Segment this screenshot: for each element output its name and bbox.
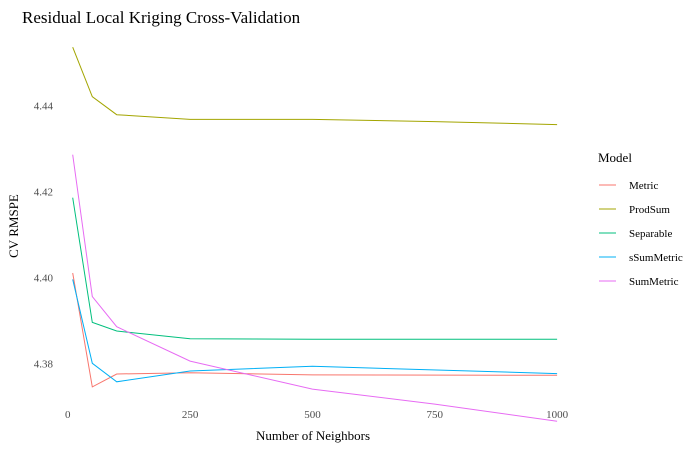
legend-label-summetric: SumMetric — [629, 276, 679, 288]
legend-label-separable: Separable — [629, 228, 672, 240]
legend-title: Model — [598, 150, 632, 165]
x-tick-label: 250 — [182, 409, 199, 421]
legend-label-prodsum: ProdSum — [629, 204, 670, 216]
x-tick-label: 0 — [65, 409, 71, 421]
series-line-prodsum — [72, 47, 558, 126]
x-ticks: 0 250 500 750 1000 — [65, 409, 569, 421]
chart-title: Residual Local Kriging Cross-Validation — [22, 8, 301, 27]
legend-label-ssummetric: sSumMetric — [629, 252, 683, 264]
x-axis-title: Number of Neighbors — [256, 428, 370, 443]
series-line-separable — [72, 197, 558, 340]
legend: Model Metric ProdSum Separable sSumMetric Su… — [598, 150, 683, 288]
y-ticks: 4.38 4.40 4.42 4.44 — [34, 100, 54, 370]
y-tick-label: 4.40 — [34, 272, 54, 284]
x-tick-label: 500 — [304, 409, 321, 421]
y-tick-label: 4.44 — [34, 100, 54, 112]
series-line-metric — [72, 272, 558, 388]
x-tick-label: 750 — [427, 409, 444, 421]
legend-label-metric: Metric — [629, 180, 658, 192]
series-line-ssummetric — [72, 279, 558, 383]
series-layer — [72, 47, 558, 422]
y-tick-label: 4.42 — [34, 186, 53, 198]
y-tick-label: 4.38 — [34, 358, 54, 370]
y-axis-title: CV RMSPE — [6, 194, 21, 258]
x-tick-label: 1000 — [546, 409, 569, 421]
series-line-summetric — [72, 154, 558, 422]
